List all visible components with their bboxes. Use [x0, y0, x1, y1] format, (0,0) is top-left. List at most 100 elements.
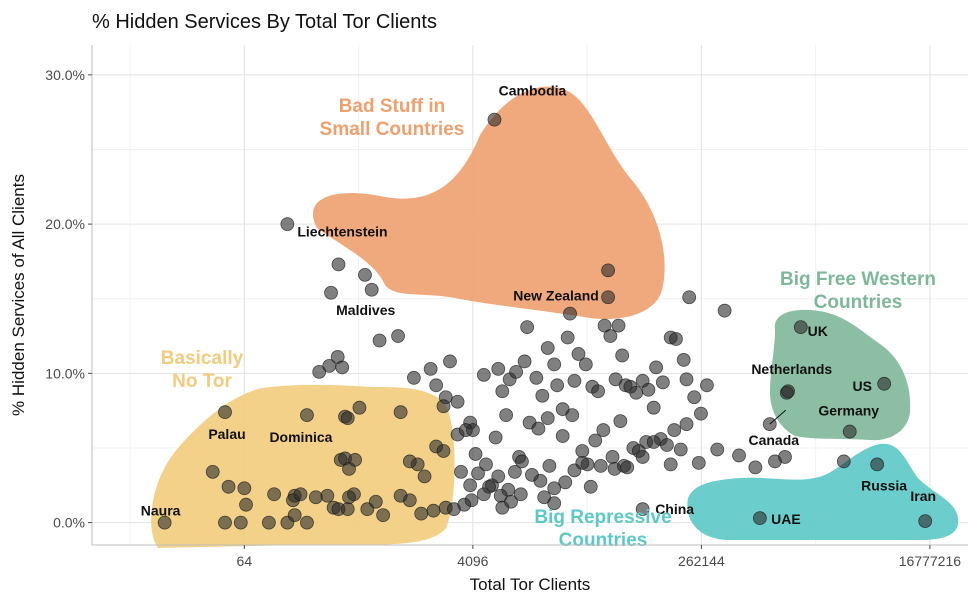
- data-point: [629, 385, 644, 400]
- data-point: [673, 442, 688, 457]
- point-label: Russia: [861, 477, 907, 493]
- data-point: [560, 330, 575, 345]
- data-point: [479, 457, 493, 472]
- data-point-grouped: [342, 490, 356, 505]
- data-point: [655, 375, 670, 390]
- data-point: [450, 394, 465, 409]
- data-point: [488, 430, 503, 445]
- data-point: [588, 433, 603, 448]
- y-tick-label: 30.0%: [45, 67, 85, 83]
- data-point: [471, 466, 485, 481]
- region-free-western: [770, 309, 911, 441]
- data-point: [603, 329, 618, 343]
- data-point: [535, 388, 550, 403]
- point-label: Iran: [910, 488, 936, 504]
- data-point: [482, 479, 496, 494]
- data-point-grouped: [752, 511, 767, 526]
- point-labels: Cambodia Liechtenstein Maldives New Zealand…: [141, 83, 936, 528]
- data-point-grouped: [308, 490, 323, 505]
- data-point: [402, 454, 417, 469]
- data-point: [457, 497, 472, 512]
- point-label: Cambodia: [499, 83, 567, 99]
- data-point-grouped: [487, 112, 502, 127]
- data-point-grouped: [293, 487, 308, 502]
- data-point: [391, 329, 405, 343]
- data-point-grouped: [870, 457, 885, 472]
- data-point-grouped: [280, 217, 295, 232]
- data-point: [495, 500, 510, 515]
- data-point: [555, 429, 570, 443]
- point-label: US: [852, 378, 871, 394]
- group-labels: Bad Stuff in Small Countries Basically No …: [161, 96, 936, 551]
- data-point: [660, 438, 674, 452]
- data-point: [710, 442, 725, 457]
- group-regions: [151, 86, 959, 548]
- data-point-grouped: [340, 502, 355, 517]
- data-point: [476, 367, 491, 382]
- data-point-grouped: [324, 285, 338, 300]
- data-point: [613, 414, 628, 429]
- data-points: [157, 112, 933, 530]
- data-point: [558, 475, 573, 490]
- data-point: [491, 361, 506, 376]
- data-point: [615, 348, 630, 363]
- x-tick-label: 4096: [457, 553, 488, 569]
- group-label-no-tor: Basically No Tor: [161, 348, 244, 392]
- data-point-grouped: [300, 408, 314, 423]
- data-point: [597, 318, 612, 333]
- data-point-grouped: [601, 263, 616, 278]
- data-point: [578, 357, 593, 372]
- data-point-grouped: [233, 515, 248, 530]
- point-label: UAE: [771, 511, 801, 527]
- data-point-grouped: [877, 376, 892, 391]
- data-point: [596, 423, 611, 437]
- point-label: Maldives: [336, 302, 395, 318]
- data-point: [617, 458, 631, 473]
- data-point: [423, 361, 438, 376]
- data-point: [583, 479, 598, 494]
- data-point-grouped: [320, 488, 335, 503]
- data-point-grouped: [218, 515, 232, 530]
- point-label: Liechtenstein: [297, 223, 387, 239]
- point-label: New Zealand: [513, 288, 599, 304]
- data-point: [575, 444, 590, 458]
- data-point: [426, 503, 441, 518]
- group-label-repressive: Big Repressive Countries: [534, 507, 671, 551]
- data-point: [529, 370, 544, 385]
- data-point: [550, 378, 565, 393]
- data-point: [458, 423, 473, 437]
- data-point: [312, 364, 327, 379]
- data-point: [335, 360, 350, 375]
- data-point: [368, 494, 383, 509]
- data-point: [646, 435, 661, 449]
- y-tick-label: 10.0%: [45, 365, 85, 381]
- data-point: [679, 372, 694, 387]
- data-point: [567, 373, 582, 388]
- data-point: [748, 460, 763, 475]
- data-point: [513, 487, 528, 502]
- data-point: [393, 488, 408, 503]
- data-point-grouped: [918, 514, 933, 529]
- data-point: [436, 399, 451, 414]
- data-point-grouped: [348, 453, 362, 467]
- data-point: [667, 423, 682, 437]
- data-point: [571, 347, 586, 361]
- x-tick-label: 16777216: [899, 553, 962, 569]
- data-point: [376, 508, 391, 523]
- data-point: [429, 378, 444, 393]
- data-point: [417, 469, 432, 484]
- data-point: [635, 450, 650, 464]
- data-point-grouped: [563, 306, 577, 321]
- data-point: [768, 454, 782, 469]
- region-bad-stuff: [312, 86, 665, 320]
- x-axis-title: Total Tor Clients: [470, 575, 591, 594]
- data-point: [646, 400, 661, 415]
- data-point: [454, 464, 468, 479]
- data-point: [414, 506, 429, 521]
- data-point: [540, 411, 555, 426]
- data-point-grouped: [331, 257, 346, 272]
- data-point: [540, 341, 555, 355]
- data-point: [682, 290, 697, 305]
- y-tick-label: 0.0%: [53, 515, 85, 531]
